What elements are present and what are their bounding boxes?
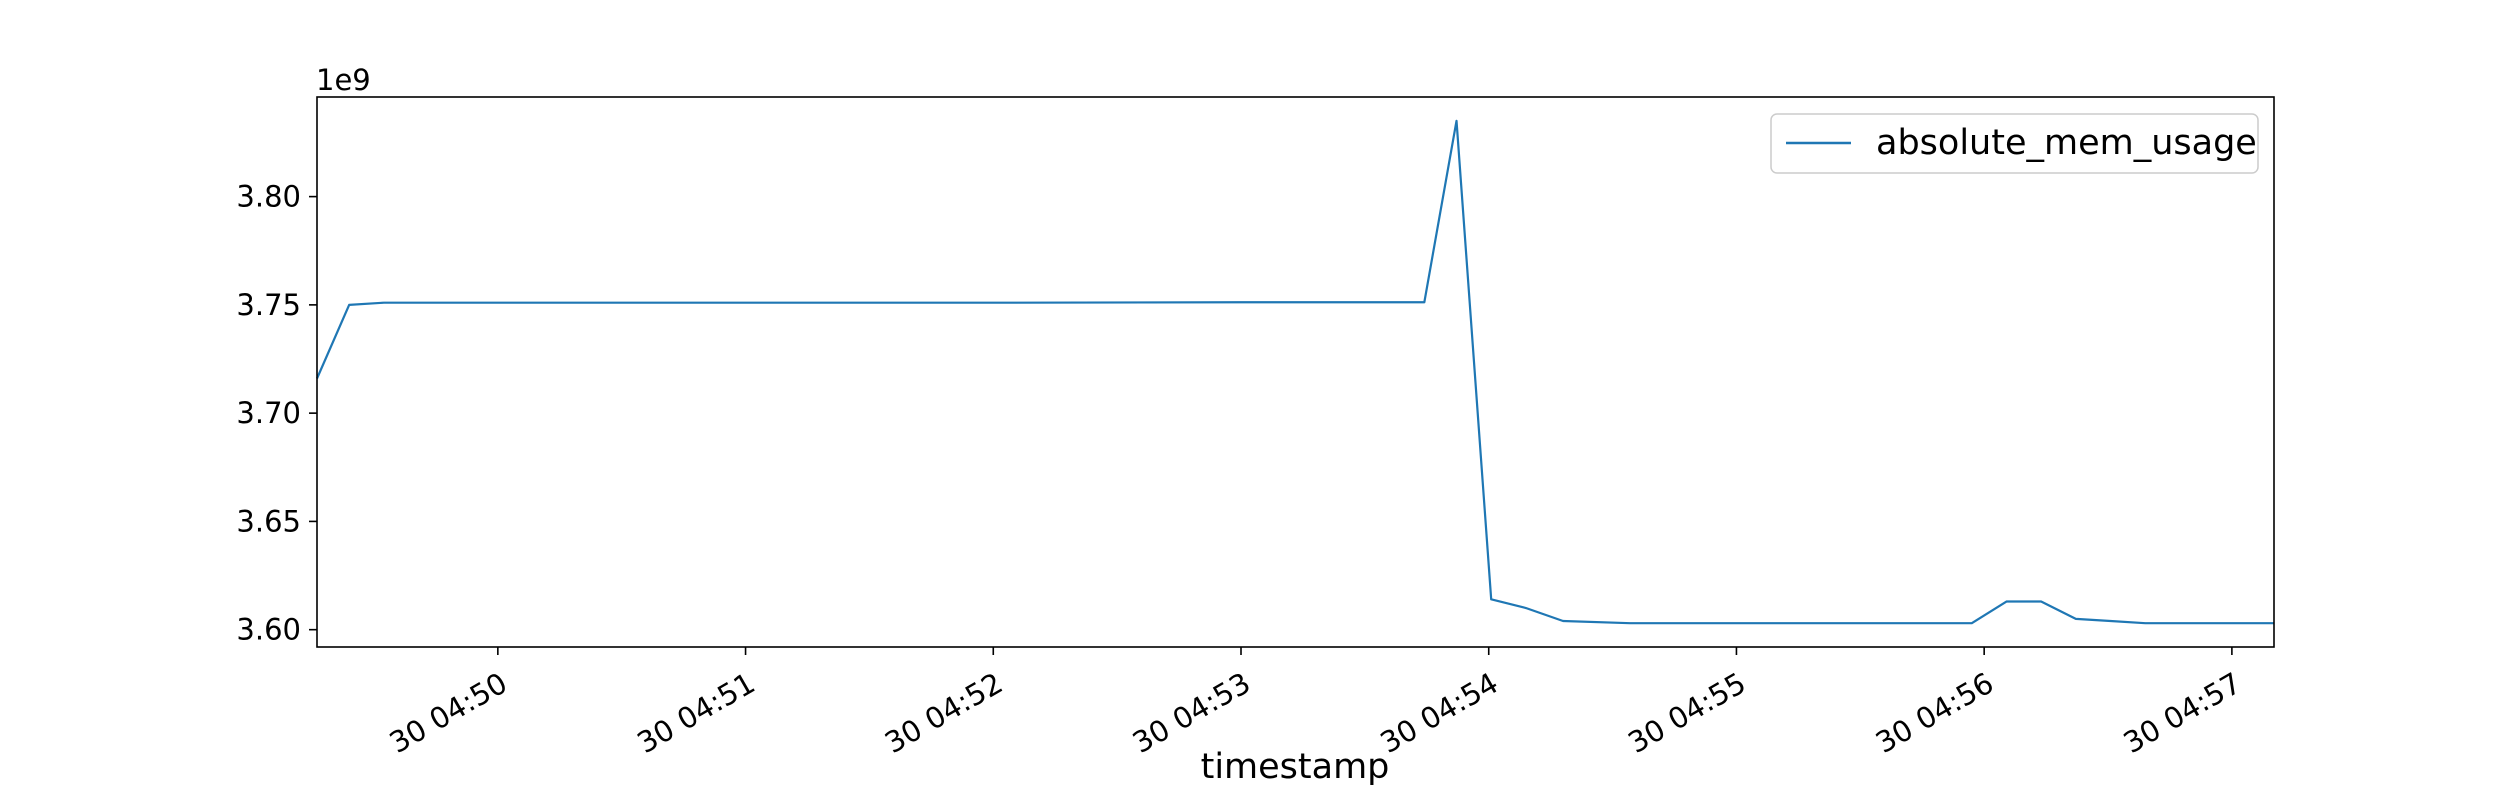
legend-label-absolute-mem-usage: absolute_mem_usage — [1876, 123, 2257, 163]
y-tick-label: 3.60 — [236, 613, 301, 647]
plot-area — [315, 96, 2275, 648]
y-tick-label: 3.80 — [236, 180, 301, 214]
y-tick-label: 3.70 — [236, 396, 301, 430]
legend-box — [1770, 113, 2259, 174]
legend: absolute_mem_usage — [1770, 113, 2259, 174]
y-offset-label: 1e9 — [316, 63, 371, 97]
x-axis-label: timestamp — [1201, 747, 1390, 787]
y-tick-label: 3.75 — [236, 288, 301, 322]
series-line-absolute-mem-usage — [315, 119, 2274, 625]
y-axis: 3.60 3.65 3.70 3.75 3.80 — [236, 180, 317, 647]
axes-frame — [316, 96, 2275, 648]
y-tick-label: 3.65 — [236, 504, 301, 538]
